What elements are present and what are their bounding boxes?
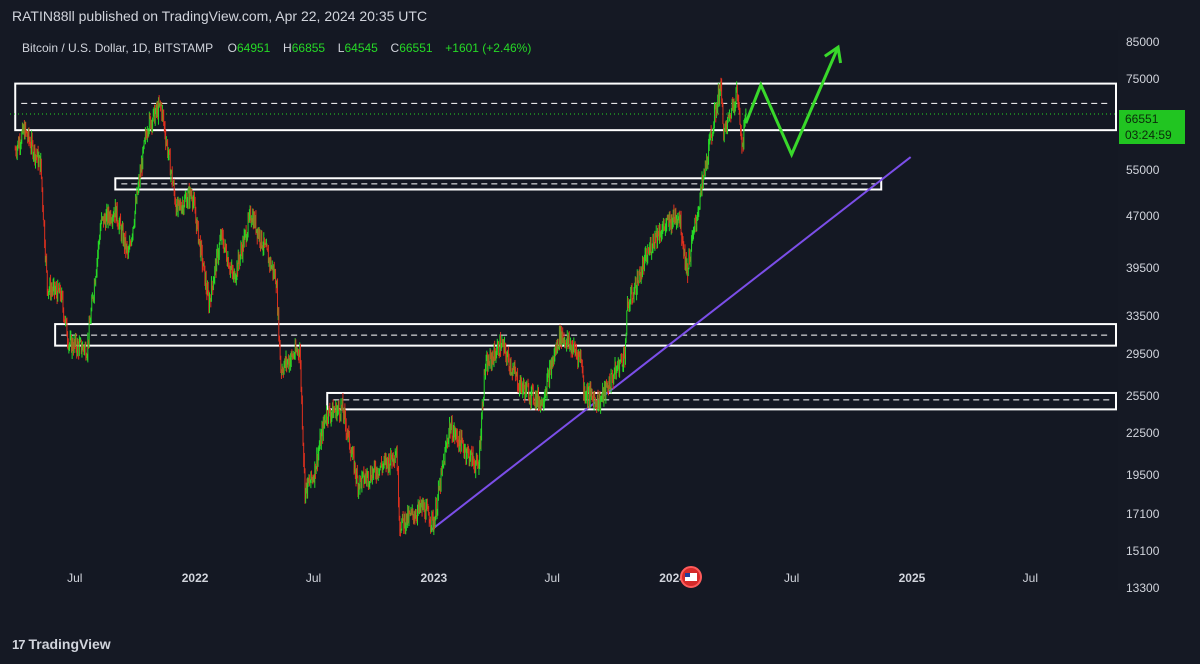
high-value: 66855 <box>291 41 326 55</box>
price-axis[interactable]: 85000 75000 55000 47000 39500 33500 29500 25500… <box>1118 30 1200 595</box>
last-price-value: 66551 <box>1125 112 1159 126</box>
tradingview-logo-icon: 17 <box>12 637 26 652</box>
y-tick-label: 33500 <box>1126 309 1160 324</box>
open-value: 64951 <box>236 41 271 55</box>
y-tick-label: 85000 <box>1126 35 1160 49</box>
low-label: L <box>337 41 345 55</box>
y-tick-label: 17100 <box>1126 507 1160 522</box>
low-value: 64545 <box>344 41 378 55</box>
y-tick-label: 47000 <box>1126 209 1160 224</box>
projection-arrowhead <box>823 44 843 64</box>
brand-label: TradingView <box>28 636 111 652</box>
close-value: 66551 <box>399 41 433 55</box>
y-tick-label: 75000 <box>1126 71 1160 86</box>
close-label: C <box>390 41 400 55</box>
x-tick-label: Jul <box>306 571 321 585</box>
x-tick-label: 2025 <box>899 571 926 585</box>
tradingview-logo[interactable]: 17 TradingView <box>12 636 111 652</box>
y-tick-label: 29500 <box>1126 346 1160 361</box>
open-label: O <box>227 41 237 55</box>
x-tick-label: Jul <box>545 571 560 585</box>
support-resistance-zone <box>326 391 1117 411</box>
high-label: H <box>283 41 292 55</box>
support-resistance-zone <box>14 82 1118 132</box>
y-tick-label: 25500 <box>1126 389 1160 404</box>
last-price-tag: 66551 03:24:59 <box>1119 110 1185 144</box>
x-tick-label: Jul <box>784 571 799 585</box>
x-tick-label: Jul <box>1023 571 1038 585</box>
y-tick-label: 15100 <box>1126 543 1160 558</box>
us-flag-event-icon[interactable] <box>680 566 702 588</box>
x-tick-label: 2024 <box>659 571 686 585</box>
x-tick-label: 2023 <box>420 571 447 585</box>
support-resistance-zone <box>114 177 883 191</box>
x-tick-label: Jul <box>67 571 82 585</box>
support-resistance-zone <box>54 323 1117 347</box>
price-chart[interactable]: Jul 2022 Jul 2023 Jul 2024 Jul 2025 Jul <box>10 30 1118 590</box>
ascending-trendline <box>430 156 912 531</box>
publisher-header: RATIN88ll published on TradingView.com, … <box>12 8 428 24</box>
x-tick-label: 2022 <box>182 571 209 585</box>
change-value: +1601 (+2.46%) <box>445 41 532 55</box>
bar-countdown: 03:24:59 <box>1125 128 1172 142</box>
symbol-legend: Bitcoin / U.S. Dollar, 1D, BITSTAMP O649… <box>22 41 531 55</box>
y-tick-label: 19500 <box>1126 468 1160 483</box>
symbol-name: Bitcoin / U.S. Dollar, 1D, BITSTAMP <box>22 41 213 55</box>
y-tick-label: 39500 <box>1126 260 1160 275</box>
projection-path <box>744 46 840 159</box>
y-tick-label: 13300 <box>1126 581 1160 595</box>
chart-panel[interactable]: Jul 2022 Jul 2023 Jul 2024 Jul 2025 Jul <box>10 30 1118 590</box>
y-tick-label: 22500 <box>1126 426 1160 441</box>
y-tick-label: 55000 <box>1126 163 1160 178</box>
